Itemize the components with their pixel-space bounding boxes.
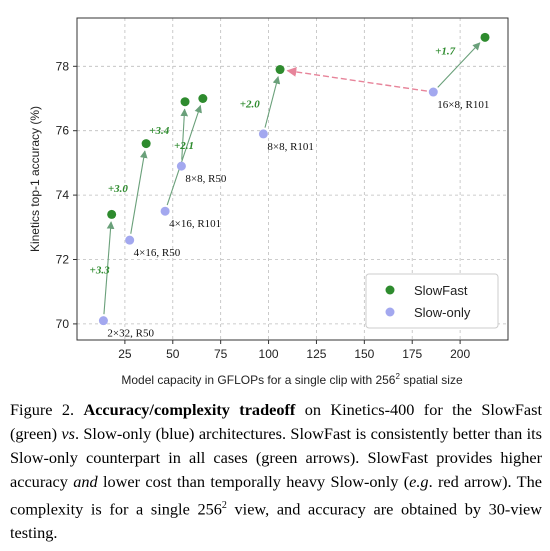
x-tick-label: 100 — [259, 347, 279, 361]
caption-text-2: . Slow-only (blue) architectures. SlowFa… — [10, 424, 542, 491]
slow-only-point — [98, 316, 108, 326]
improvement-arrow — [103, 221, 115, 315]
improvement-arrow — [166, 104, 202, 206]
delta-label: +3.3 — [90, 265, 111, 277]
figure-caption: Figure 2. Accuracy/complexity tradeoff o… — [10, 398, 542, 545]
legend-label-slow-only: Slow-only — [414, 305, 471, 320]
x-tick-label: 200 — [450, 347, 470, 361]
legend-marker-slow-only — [385, 307, 395, 317]
delta-label: +2.1 — [174, 140, 194, 152]
improvement-arrow — [130, 150, 148, 234]
x-tick-label: 25 — [118, 347, 132, 361]
improvement-arrow — [180, 108, 189, 160]
point-label: 8×8, R101 — [267, 141, 314, 153]
caption-text-4: . red arrow). The complexity is for a si… — [10, 472, 542, 519]
improvement-arrow — [264, 76, 281, 128]
legend: SlowFast Slow-only — [365, 273, 499, 329]
legend-marker-slowfast — [385, 285, 395, 295]
plot-frame — [76, 17, 509, 341]
point-label: 4×16, R50 — [134, 247, 181, 259]
slowfast-point — [480, 32, 490, 42]
delta-label: +3.4 — [149, 125, 170, 137]
caption-text-5: view, and accuracy are obtained by 30-vi… — [10, 499, 542, 543]
point-label: 2×32, R50 — [107, 328, 154, 340]
caption-text-1: on Kinetics-400 for the SlowFast (green) — [10, 400, 542, 443]
slowfast-point — [275, 65, 285, 75]
axis-ticks: 25 50 75 100 125 150 175 200 70 72 74 76 78 — [56, 59, 471, 361]
caption-text-3: lower cost than temporally heavy Slow-on… — [97, 472, 410, 491]
x-axis-label: Model capacity in GFLOPs for a single cl… — [121, 372, 463, 387]
x-tick-label: 175 — [402, 347, 422, 361]
slowfast-point — [198, 94, 208, 103]
y-tick-label: 72 — [56, 253, 70, 267]
y-tick-label: 76 — [56, 124, 70, 138]
point-labels: +3.3 +3.0 +3.4 +2.1 +2.0 +1.7 2×32, R50 4×16, R… — [90, 46, 490, 340]
delta-label: +2.0 — [240, 99, 261, 111]
y-axis-label: Kinetics top-1 accuracy (%) — [28, 106, 42, 252]
delta-label: +3.0 — [108, 183, 129, 195]
slowfast-point — [180, 97, 190, 107]
x-tick-label: 75 — [214, 347, 228, 361]
scatter-chart: 25 50 75 100 125 150 175 200 70 72 74 76 78 +3.3 +3.0… — [28, 17, 509, 387]
point-label: 4×16, R101 — [169, 218, 221, 230]
caption-vs: vs — [61, 424, 75, 443]
improvement-arrow — [437, 42, 481, 88]
data-points — [98, 32, 490, 326]
caption-figure-label: Figure 2. — [10, 400, 75, 419]
cost-arrow — [286, 67, 427, 92]
y-tick-label: 70 — [56, 317, 70, 331]
slow-only-point — [258, 129, 268, 139]
point-label: 8×8, R50 — [185, 173, 227, 185]
delta-label: +1.7 — [435, 46, 456, 58]
caption-and: and — [73, 472, 98, 491]
slowfast-point — [107, 209, 117, 219]
legend-box — [365, 273, 499, 329]
x-tick-label: 125 — [306, 347, 326, 361]
legend-label-slowfast: SlowFast — [414, 283, 468, 298]
caption-eg: e.g — [409, 472, 429, 491]
slow-only-point — [125, 235, 135, 245]
y-tick-label: 74 — [56, 188, 70, 202]
caption-sup: 2 — [221, 500, 227, 511]
point-label: 16×8, R101 — [437, 99, 489, 111]
y-tick-label: 78 — [56, 59, 70, 73]
x-tick-label: 150 — [354, 347, 374, 361]
slow-only-point — [428, 87, 438, 97]
slow-only-point — [176, 161, 186, 171]
arrows — [103, 42, 481, 315]
slow-only-point — [160, 206, 170, 216]
caption-bold-title: Accuracy/complexity tradeoff — [83, 400, 296, 419]
x-tick-label: 50 — [166, 347, 180, 361]
slowfast-point — [141, 139, 151, 149]
